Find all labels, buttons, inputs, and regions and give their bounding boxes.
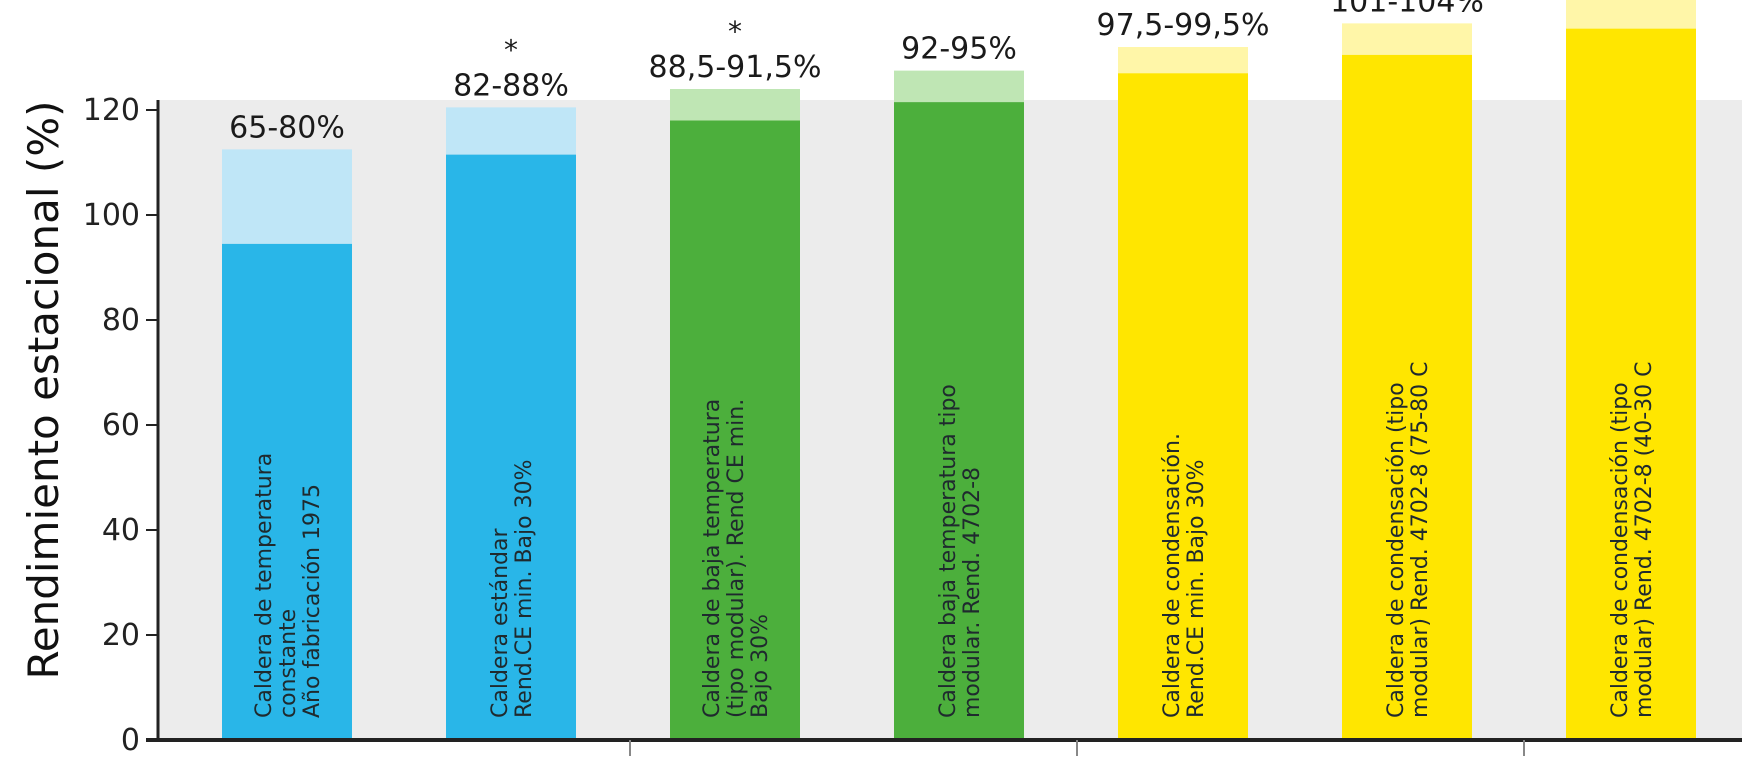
bar-range-label: 82-88% [453,68,569,103]
bar-range-cap [894,70,1024,103]
bar-range-label: 97,5-99,5% [1097,8,1270,43]
y-tick-label-20: 20 [102,618,140,653]
bar-label: Caldera baja temperatura tipomodular. Re… [936,384,985,718]
bar-star: * [504,33,518,66]
y-tick-label-40: 40 [102,513,140,548]
bar-range-cap [222,149,352,244]
bar-label-line: modular) Rend. 4702-8 (40-30 C [1632,361,1657,718]
bar-label-line: Caldera de condensación (tipo [1608,382,1633,718]
bar-group-1: 65-80% Caldera de temperaturaconstanteAño… [222,110,352,740]
bar-range-label: 65-80% [229,110,345,145]
bar [1566,28,1696,740]
bar-label-line: Caldera baja temperatura tipo [936,384,961,718]
bars-layer: 65-80% Caldera de temperaturaconstanteAño… [222,0,1696,740]
bar-label-line: Caldera de temperatura [252,453,277,718]
bar [1342,54,1472,740]
bar [446,154,576,740]
bar-group-5: 97,5-99,5% * Caldera de condensación.Rend.… [1097,0,1270,740]
bar-range-cap [1118,47,1248,74]
bar-label-line: Bajo 30% [748,614,773,718]
bar-range-label: 92-95% [901,32,1017,67]
bar-group-2: 82-88%* Caldera estándarRend.CE min. Bajo… [446,33,576,740]
bar-star: * [728,15,742,48]
bar-label: Caldera de temperaturaconstanteAño fabri… [252,453,325,718]
bar-label-line: Caldera de condensación (tipo [1384,382,1409,718]
bar-range-cap [1342,23,1472,55]
bar-label-line: Caldera de condensación. [1160,433,1185,718]
bar [1118,73,1248,740]
bar-range-cap [670,89,800,121]
bar-label-line: Año fabricación 1975 [300,484,325,718]
bar-group-6: 101-104% Caldera de condensación (tipomod… [1330,0,1484,740]
bar-range-label: 101-104% [1330,0,1484,19]
y-tick-label-0: 0 [121,723,140,758]
bar-label-line: modular. Rend. 4702-8 [960,467,985,718]
bar-group-7: 106-109%Caldera de condensación (tipomod… [1566,0,1696,740]
bar [894,102,1024,740]
bar-group-4: 92-95% Caldera baja temperatura tipomodul… [894,32,1024,740]
y-tick-label-80: 80 [102,303,140,338]
bar-range-cap [446,107,576,155]
bar-label: Caldera estándarRend.CE min. Bajo 30% [488,460,537,719]
bar-star: * [1176,0,1190,6]
bar-label: Caldera de baja temperatura(tipo modular… [700,399,773,718]
y-tick-label-60: 60 [102,408,140,443]
bar-label-line: Caldera de baja temperatura [700,399,725,718]
bar-group-3: 88,5-91,5%* Caldera de baja temperatura(t… [649,15,822,740]
y-axis-label: Rendimiento estacional (%) [19,100,68,679]
bar-label: Caldera de condensación (tipomodular) Re… [1384,361,1433,718]
bar-label-line: modular) Rend. 4702-8 (75-80 C [1408,361,1433,718]
bar-label-line: Caldera estándar [488,528,513,718]
bar-range-label: 88,5-91,5% [649,50,822,85]
bar-label-line: (tipo modular). Rend CE min. [724,399,749,718]
bar-label-line: Rend.CE min. Bajo 30% [512,460,537,719]
bar-label-line: Rend.CE min. Bajo 30% [1184,460,1209,719]
bar-range-cap [1566,0,1696,29]
bar-label-line: constante [276,609,301,718]
bar [670,120,800,740]
bar [222,243,352,740]
axes-layer: 0 20 40 60 80 100 120 [83,93,1742,758]
y-tick-label-120: 120 [83,93,140,128]
y-tick-label-100: 100 [83,198,140,233]
bar-label: Caldera de condensación (tipomodular) Re… [1608,361,1657,718]
bar-label: Caldera de condensación.Rend.CE min. Baj… [1160,433,1209,718]
